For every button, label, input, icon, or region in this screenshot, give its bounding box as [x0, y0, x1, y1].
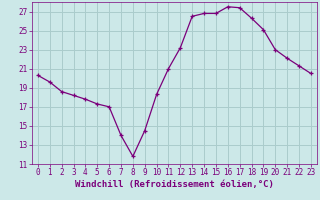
- X-axis label: Windchill (Refroidissement éolien,°C): Windchill (Refroidissement éolien,°C): [75, 180, 274, 189]
